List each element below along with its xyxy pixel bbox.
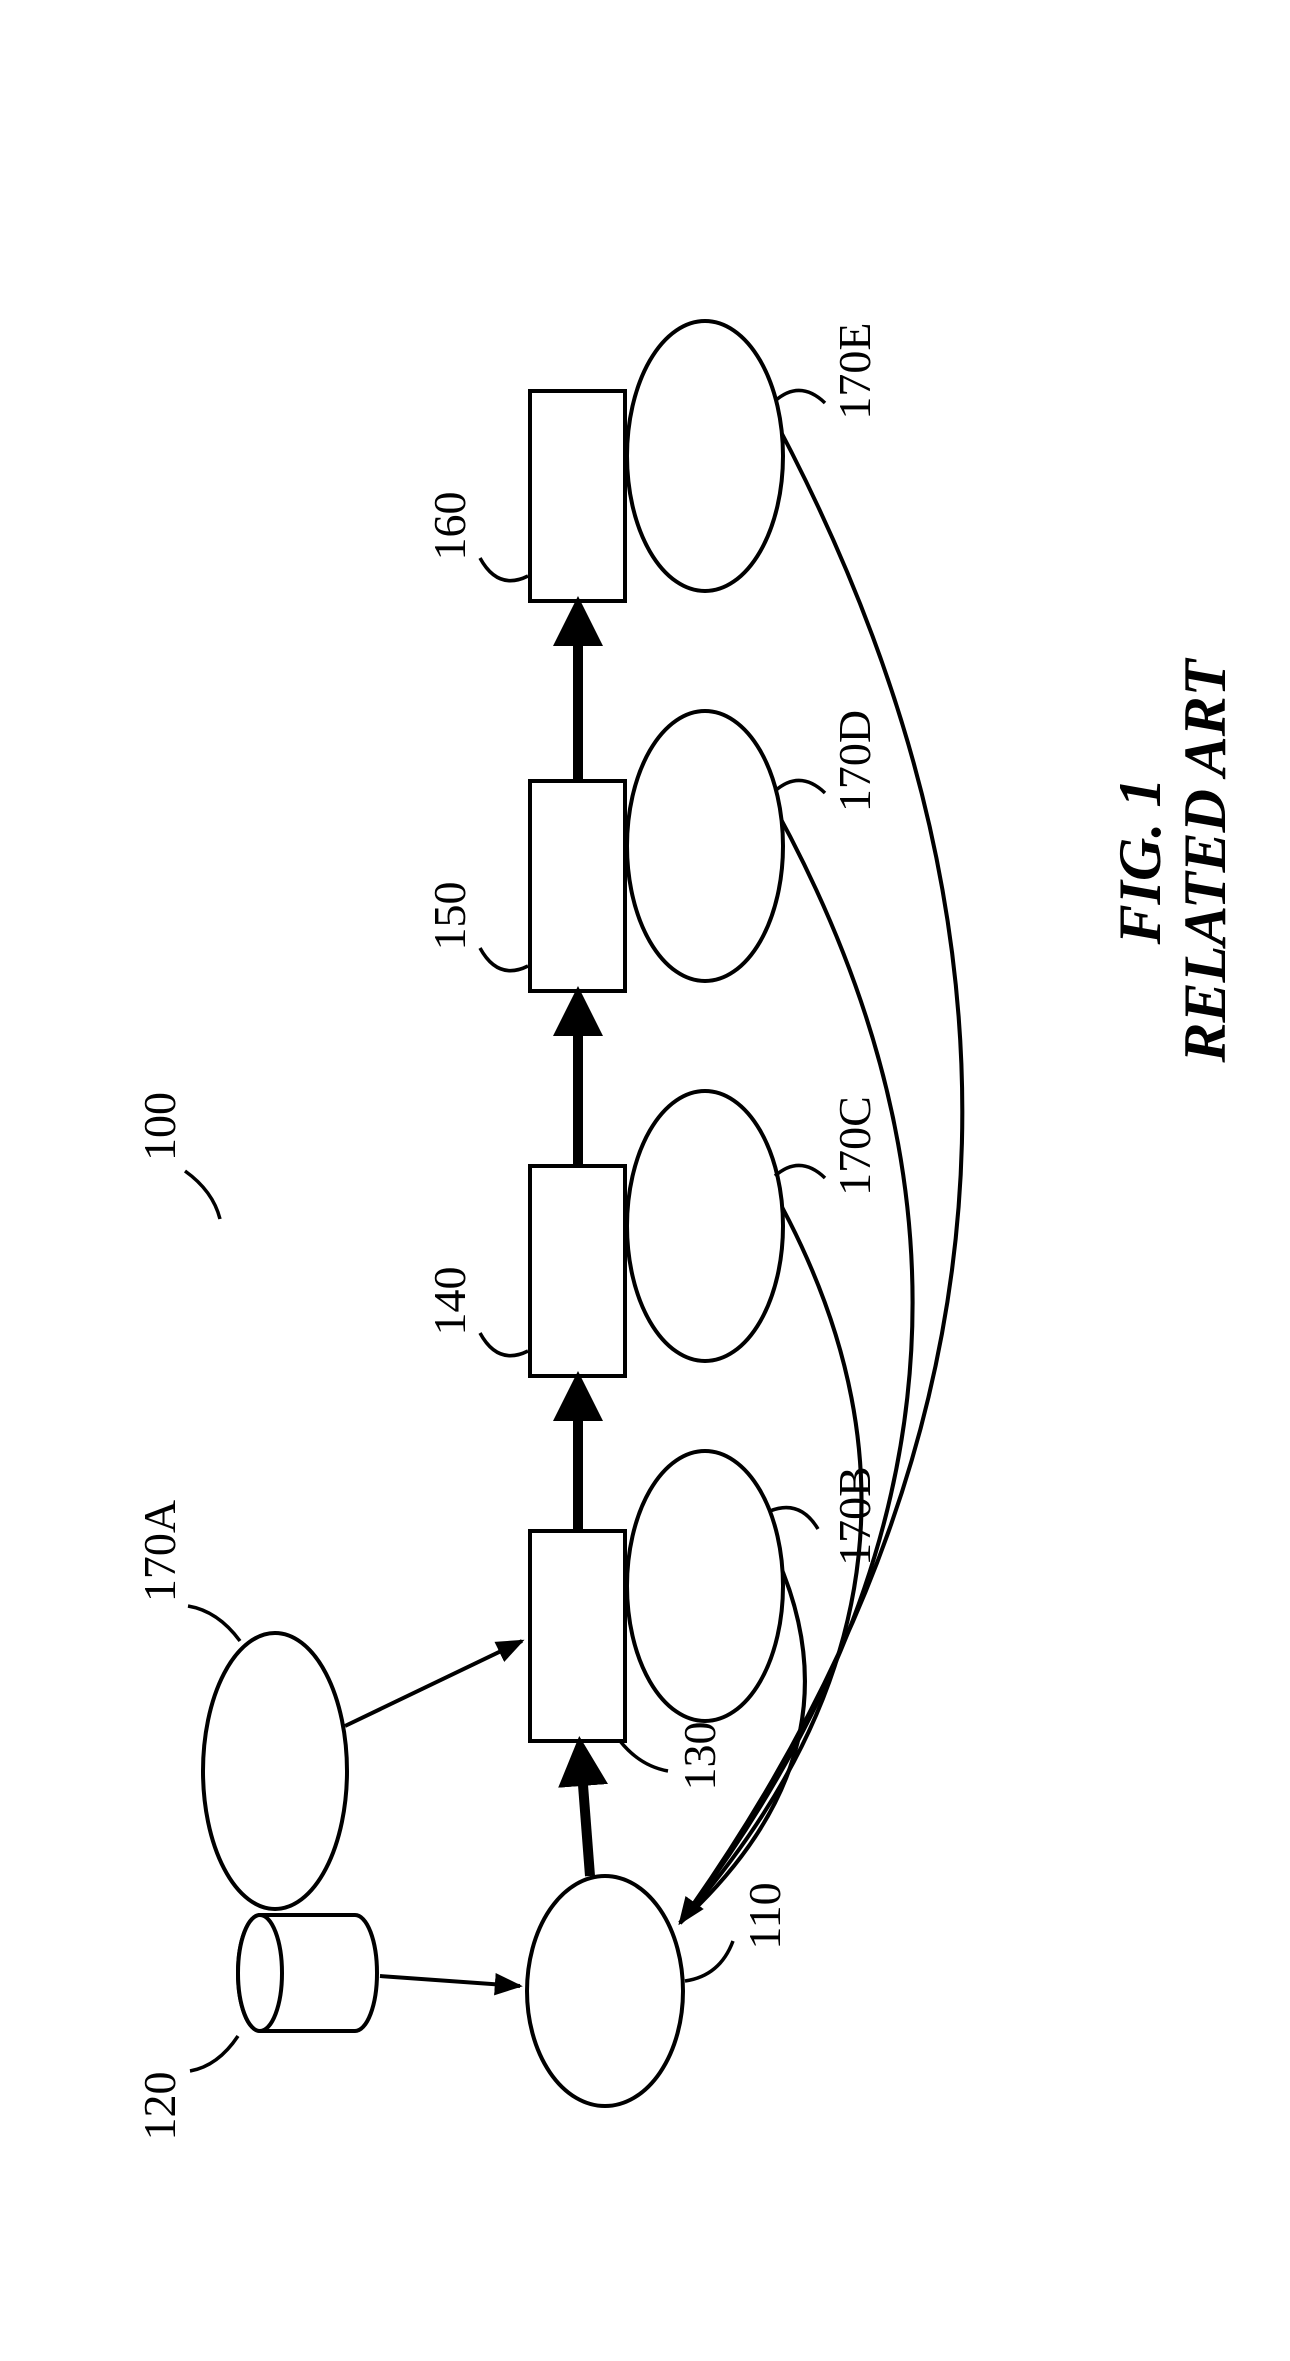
figure-svg: 100 120 170A 110 130 170B 140 170C 150 1…: [0, 0, 1290, 2361]
label-170E: 170E: [829, 322, 880, 419]
node-160: [530, 391, 625, 601]
label-110: 110: [739, 1882, 790, 1949]
label-120: 120: [134, 2072, 185, 2141]
label-170A: 170A: [134, 1500, 185, 1602]
node-170E: [627, 321, 783, 591]
figure-caption: FIG. 1 RELATED ART: [1107, 657, 1238, 1063]
node-170D: [627, 711, 783, 981]
node-140: [530, 1166, 625, 1376]
label-140: 140: [424, 1267, 475, 1336]
label-170B: 170B: [829, 1466, 880, 1566]
label-130: 130: [674, 1722, 725, 1791]
caption-line2: RELATED ART: [1172, 657, 1238, 1063]
node-150: [530, 781, 625, 991]
node-170B: [627, 1451, 783, 1721]
node-110: [527, 1876, 683, 2106]
node-170A: [203, 1633, 347, 1909]
label-100: 100: [134, 1092, 185, 1161]
label-150: 150: [424, 882, 475, 951]
node-120-cylinder: [238, 1915, 377, 2031]
node-170C: [627, 1091, 783, 1361]
label-160: 160: [424, 492, 475, 561]
figure-page: { "figure": { "caption_line1": "FIG. 1",…: [0, 0, 1290, 2361]
label-170D: 170D: [829, 710, 880, 812]
node-130: [530, 1531, 625, 1741]
label-170C: 170C: [829, 1096, 880, 1196]
result-ellipses: [627, 321, 783, 1721]
caption-line1: FIG. 1: [1107, 778, 1173, 946]
